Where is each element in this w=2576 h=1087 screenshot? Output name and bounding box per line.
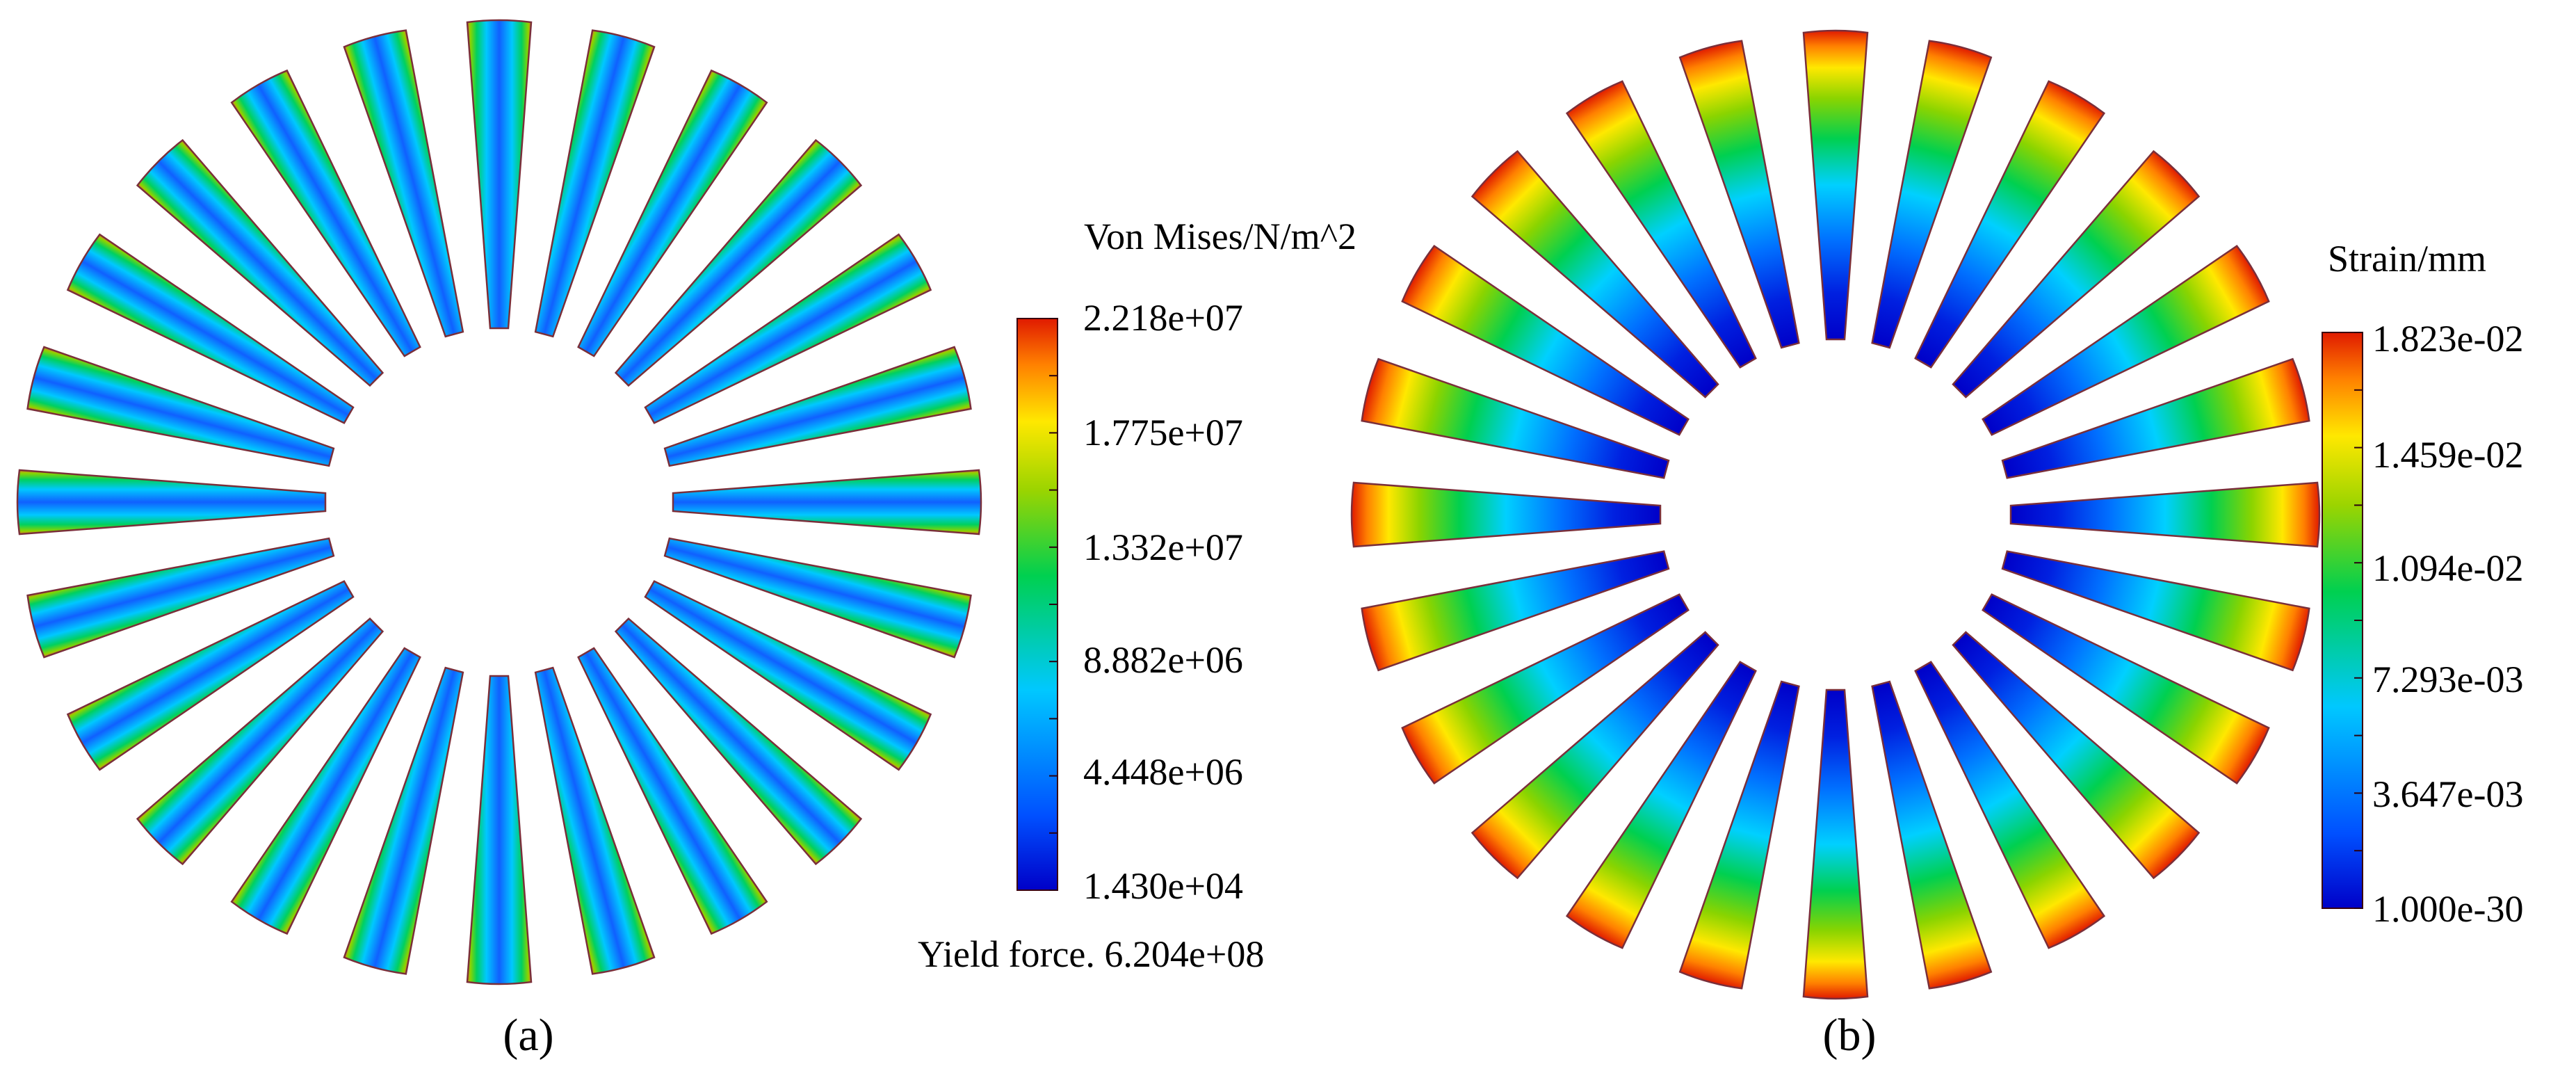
stress-blade-11 <box>577 647 768 935</box>
tick-label-a-2: 1.332e+07 <box>1083 526 1243 568</box>
stress-blade-18 <box>26 537 335 659</box>
strain-blade-14 <box>1678 680 1800 990</box>
strain-blade-3 <box>1914 80 2106 369</box>
tick-label-a-4: 4.448e+06 <box>1083 751 1243 793</box>
stress-blade-21 <box>66 233 355 424</box>
strain-blade-9 <box>1982 593 2270 785</box>
stress-blade-5 <box>644 233 932 424</box>
stress-blade-4 <box>614 138 863 387</box>
yield-force-note: Yield force. 6.204e+08 <box>918 933 1264 975</box>
stress-blade-8 <box>663 537 972 659</box>
stress-blade-7 <box>672 469 982 536</box>
strain-blade-20 <box>1361 357 1670 479</box>
stress-blade-12 <box>534 666 656 975</box>
tick-label-a-1: 1.775e+07 <box>1083 412 1243 453</box>
stress-blade-16 <box>136 617 384 866</box>
colorbar-ticks-a <box>1049 318 1058 891</box>
stress-blade-14 <box>343 666 464 975</box>
strain-blade-16 <box>1471 631 1719 880</box>
stress-blade-22 <box>136 138 384 387</box>
stress-blade-17 <box>66 580 355 771</box>
stress-blade-13 <box>466 675 533 985</box>
colorbar-ticks-b <box>2354 332 2363 909</box>
strain-blade-13 <box>1802 689 1869 1000</box>
strain-blade-17 <box>1401 593 1690 785</box>
stress-disc <box>16 19 982 985</box>
stress-blade-15 <box>230 647 421 935</box>
legend-title-b: Strain/mm <box>2328 238 2486 280</box>
stress-blade-10 <box>614 617 863 866</box>
strain-blade-10 <box>1952 631 2201 880</box>
strain-blade-6 <box>2001 357 2310 479</box>
strain-blade-21 <box>1401 244 1690 436</box>
strain-blade-7 <box>2009 481 2321 548</box>
tick-label-b-4: 3.647e-03 <box>2372 773 2523 815</box>
strain-blade-18 <box>1361 550 1670 672</box>
strain-blade-24 <box>1678 40 1800 349</box>
strain-blade-2 <box>1871 40 1993 349</box>
tick-label-b-2: 1.094e-02 <box>2372 547 2523 589</box>
tick-label-b-5: 1.000e-30 <box>2372 888 2523 930</box>
stress-blade-23 <box>230 69 421 357</box>
stress-blade-1 <box>466 19 533 330</box>
stress-blade-9 <box>644 580 932 771</box>
strain-disc <box>1350 29 2321 1000</box>
tick-label-a-0: 2.218e+07 <box>1083 297 1243 339</box>
stress-blade-24 <box>343 29 464 338</box>
strain-blade-5 <box>1982 244 2270 436</box>
stress-blade-20 <box>26 346 335 467</box>
strain-blade-1 <box>1802 29 1869 341</box>
strain-blade-22 <box>1471 150 1719 398</box>
strain-blade-12 <box>1871 680 1993 990</box>
tick-label-a-3: 8.882e+06 <box>1083 639 1243 681</box>
caption-b: (b) <box>1823 1010 1877 1061</box>
stress-blade-3 <box>577 69 768 357</box>
strain-blade-23 <box>1565 80 1757 369</box>
strain-blade-15 <box>1565 661 1757 949</box>
stress-blade-19 <box>16 469 327 536</box>
legend-title-a: Von Mises/N/m^2 <box>1084 216 1356 257</box>
stress-blade-2 <box>534 29 656 338</box>
strain-blade-19 <box>1350 481 1662 548</box>
tick-label-b-1: 1.459e-02 <box>2372 434 2523 476</box>
tick-label-a-5: 1.430e+04 <box>1083 865 1243 907</box>
strain-blade-11 <box>1914 661 2106 949</box>
strain-blade-4 <box>1952 150 2201 398</box>
tick-label-b-3: 7.293e-03 <box>2372 659 2523 700</box>
caption-a: (a) <box>503 1010 553 1061</box>
stress-blade-6 <box>663 346 972 467</box>
strain-blade-8 <box>2001 550 2310 672</box>
tick-label-b-0: 1.823e-02 <box>2372 318 2523 360</box>
